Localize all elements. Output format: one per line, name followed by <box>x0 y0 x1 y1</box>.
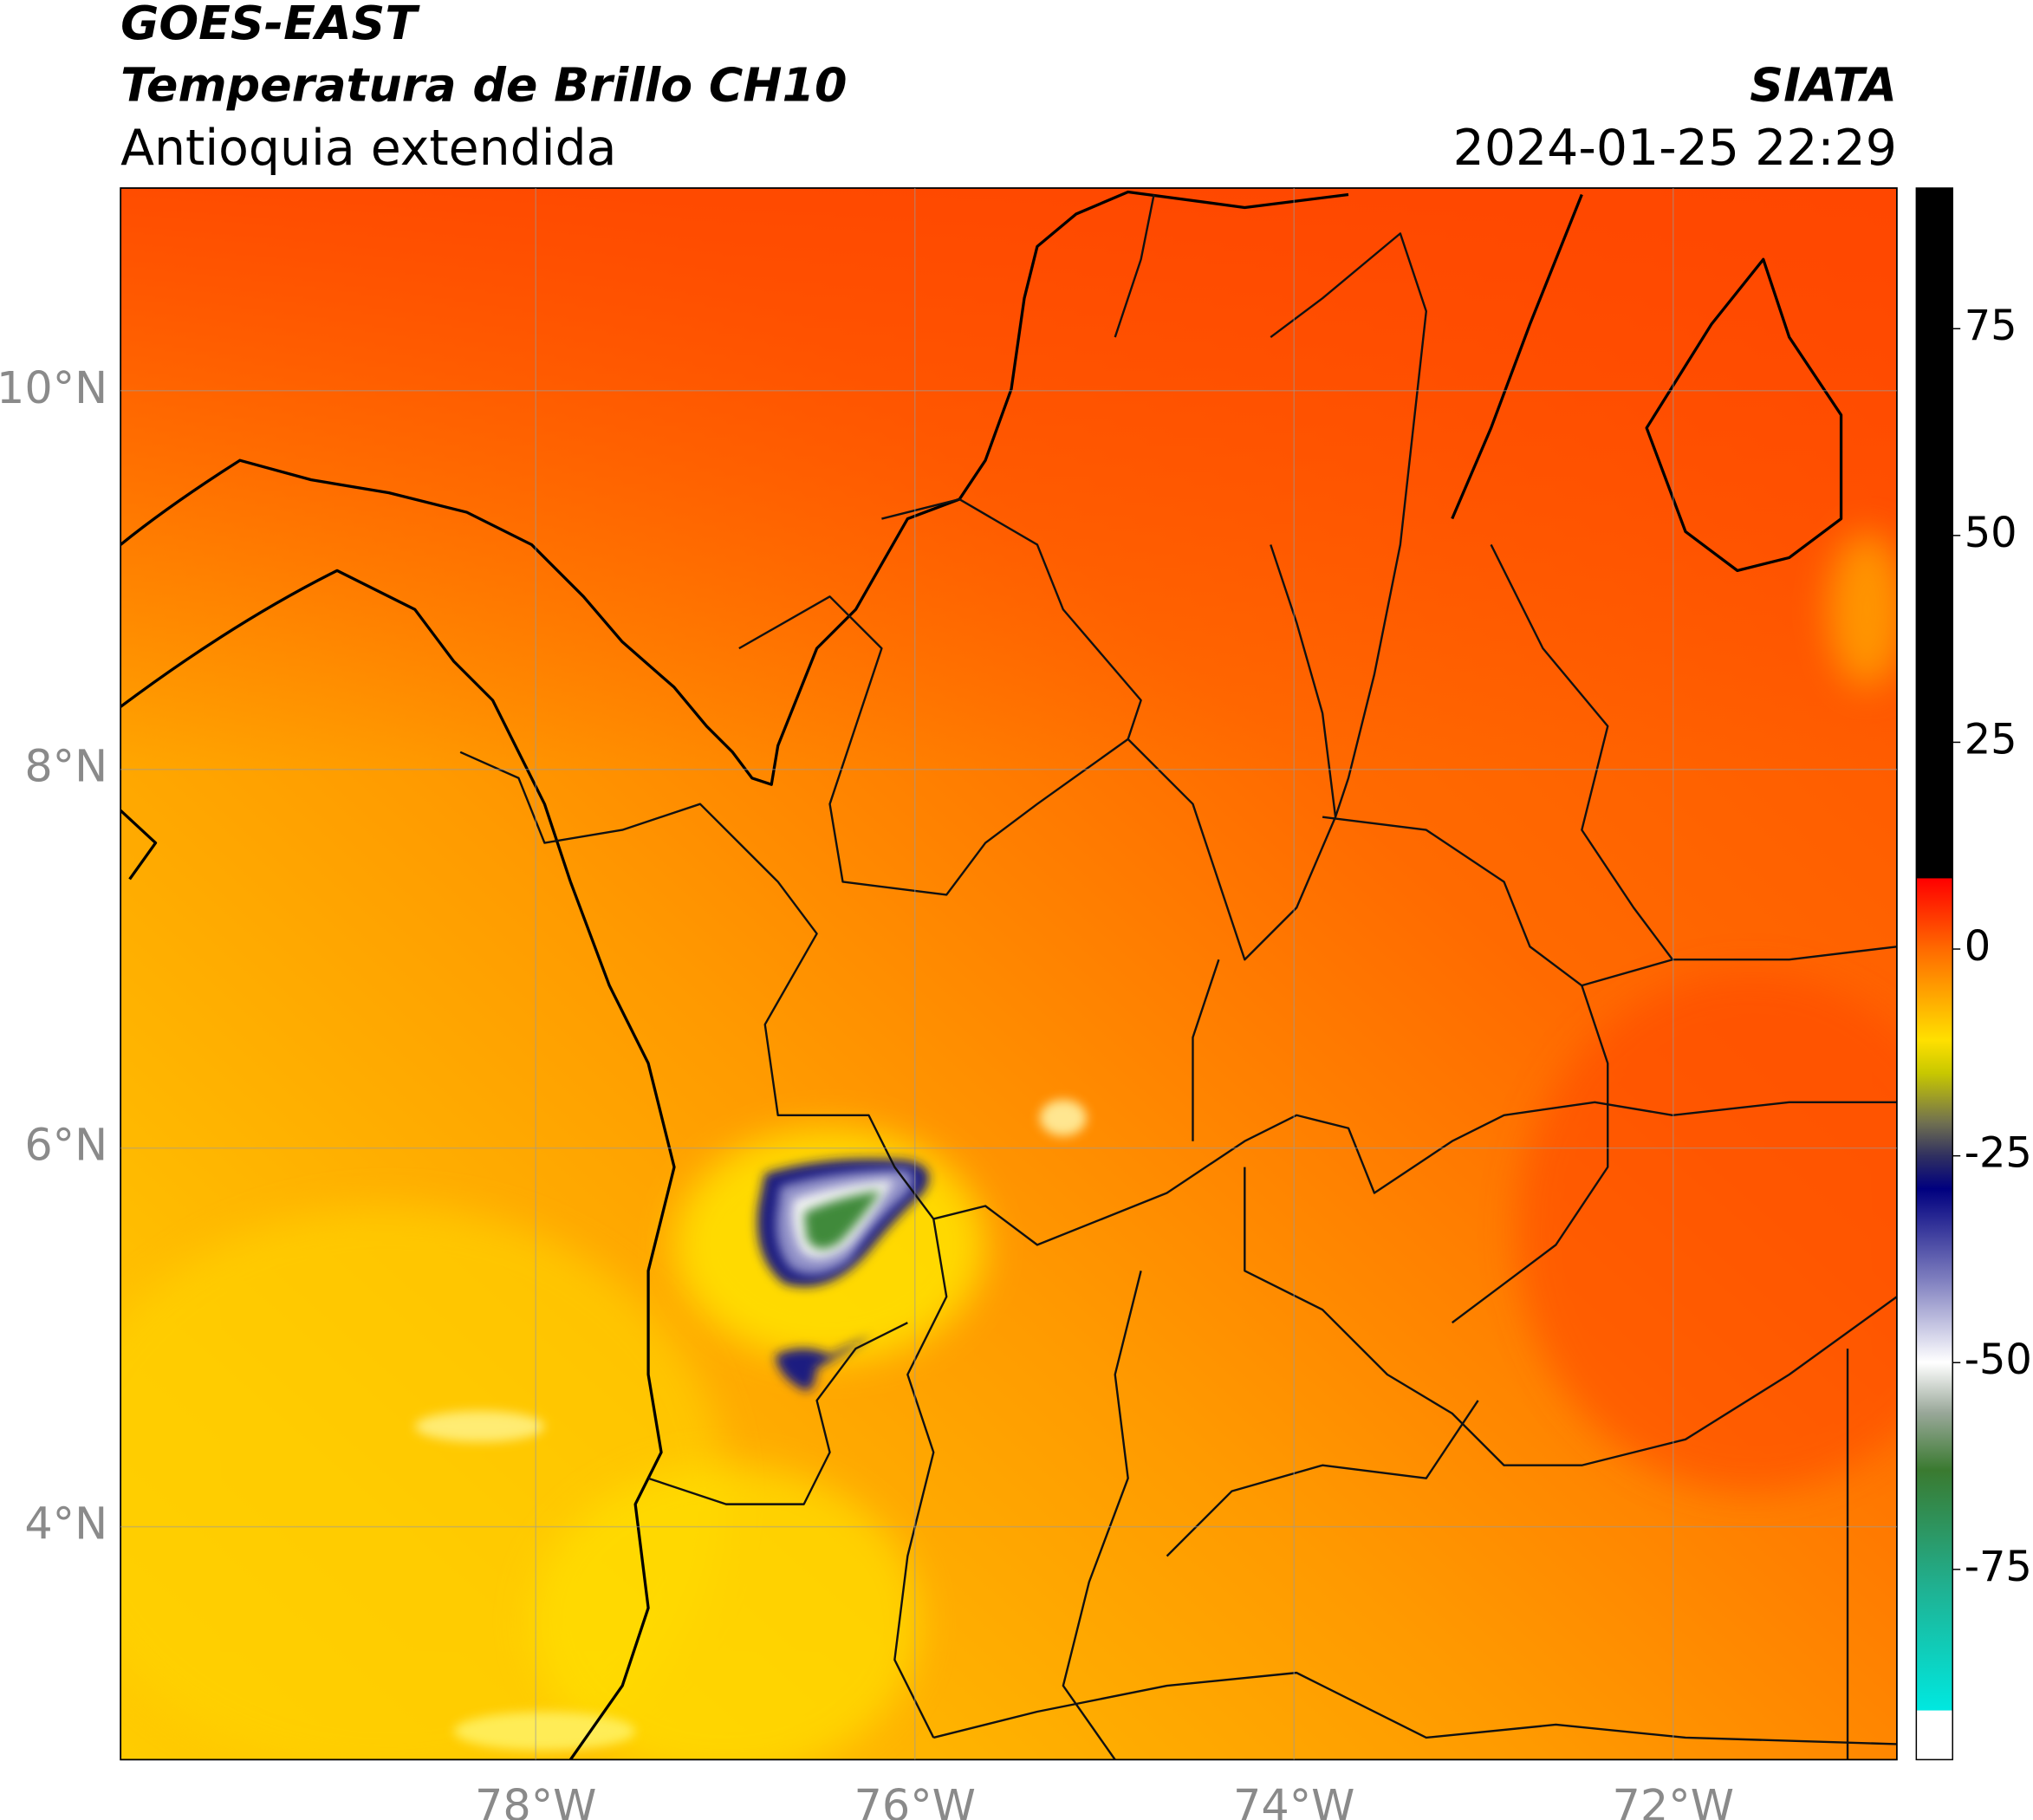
colorbar <box>1915 187 1953 1761</box>
x-tick-label: 72°W <box>1613 1780 1734 1820</box>
y-tick-label: 10°N <box>0 362 107 413</box>
colorbar-tick-label: -50 <box>1965 1336 2032 1384</box>
colorbar-tick-label: 50 <box>1965 510 2017 557</box>
colorbar-tick-label: 0 <box>1965 923 1991 971</box>
y-tick-label: 8°N <box>24 741 107 792</box>
colorbar-tick-label: 75 <box>1965 302 2017 350</box>
subtitle: Temperatura de Brillo CH10 <box>120 58 847 113</box>
grid <box>120 188 1897 1760</box>
y-tick-label: 6°N <box>24 1120 107 1171</box>
y-tick-label: 4°N <box>24 1498 107 1550</box>
colorbar-ticks: 75 50 25 0 -25 -50 -75 <box>1952 302 2032 1591</box>
map-frame <box>120 187 1898 1761</box>
map-image <box>120 188 1897 1760</box>
title: GOES-EAST <box>120 0 420 50</box>
colorbar-tick-label: -25 <box>1965 1130 2032 1178</box>
x-tick-label: 74°W <box>1233 1780 1354 1820</box>
x-tick-label: 76°W <box>854 1780 976 1820</box>
tick-labels: 78°W 76°W 74°W 72°W 10°N 8°N 6°N 4°N <box>0 362 1734 1820</box>
region: Antioquia extendida <box>120 120 616 177</box>
colorbar-tick-label: -75 <box>1965 1544 2032 1591</box>
source: SIATA <box>1750 58 1897 113</box>
datetime: 2024-01-25 22:29 <box>1453 120 1897 177</box>
colorbar-tick-label: 25 <box>1965 716 2017 764</box>
x-tick-label: 78°W <box>475 1780 596 1820</box>
